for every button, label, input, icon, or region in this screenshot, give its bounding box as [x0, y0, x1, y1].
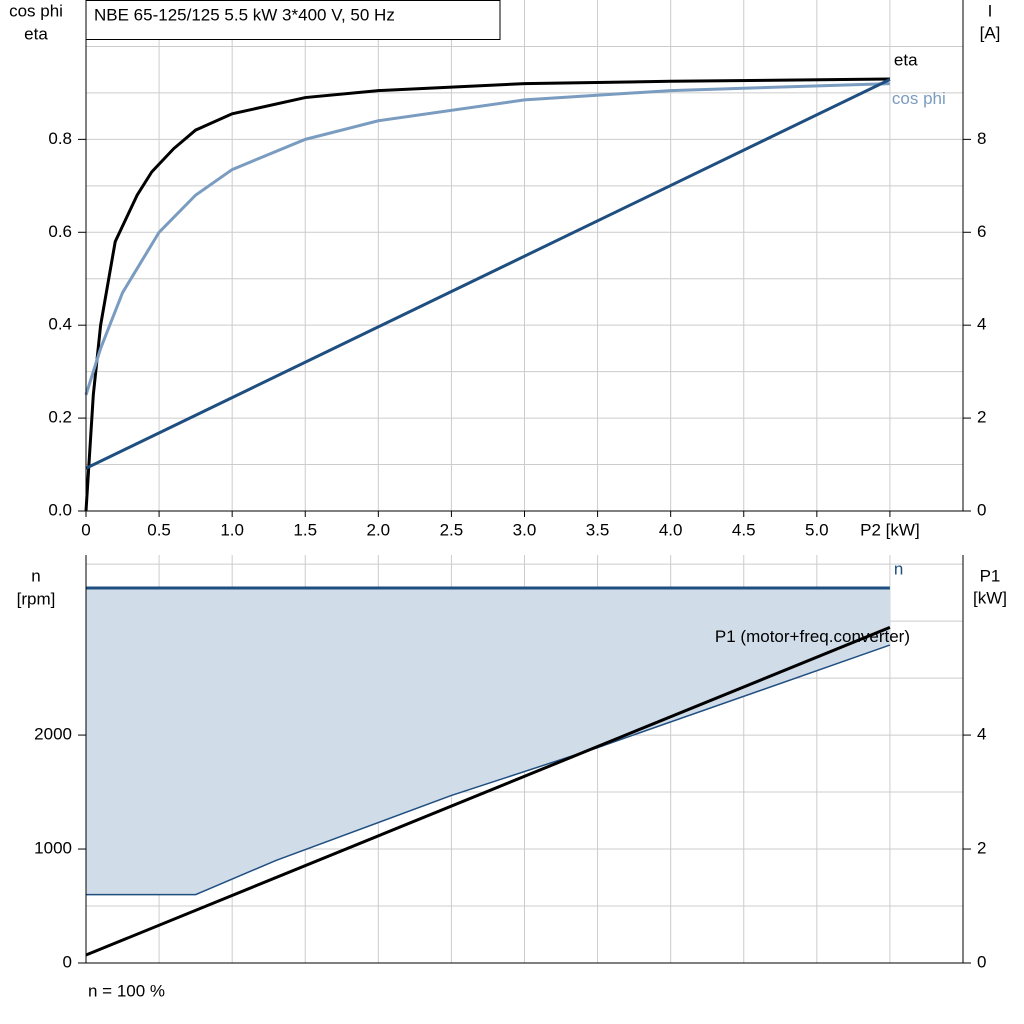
- x-tick-label: 3.0: [513, 520, 537, 539]
- y2-tick-label: 2: [977, 408, 986, 427]
- fill-area: [86, 588, 890, 895]
- y-axis-label: cos phi: [9, 1, 63, 20]
- line: [84, 82, 890, 396]
- y-tick-label: 0.6: [48, 222, 72, 241]
- title-box: [85, 0, 501, 40]
- y-tick-label: 0.2: [48, 408, 72, 427]
- series-label: n: [894, 560, 903, 579]
- series-label: P1 (motor+freq.converter): [715, 627, 910, 646]
- line: [85, 78, 891, 470]
- series-label: eta: [894, 50, 918, 69]
- y-axis-label: n: [31, 566, 40, 585]
- y-tick-label: 1000: [34, 839, 72, 858]
- y2-tick-label: 0: [977, 952, 986, 971]
- y2-tick-label: 8: [977, 129, 986, 148]
- line: [85, 625, 891, 957]
- y-tick-label: 0.8: [48, 129, 72, 148]
- y-axis-label: [rpm]: [17, 589, 56, 608]
- y2-axis-label: P1: [980, 566, 1001, 585]
- chart-title: NBE 65-125/125 5.5 kW 3*400 V, 50 Hz: [94, 5, 395, 24]
- y2-tick-label: 0: [977, 500, 986, 519]
- note: n = 100 %: [88, 981, 165, 1000]
- x-tick-label: 4.5: [732, 520, 756, 539]
- x-tick-label: P2 [kW]: [860, 520, 920, 539]
- x-tick-label: 2.5: [440, 520, 464, 539]
- x-tick-label: 3.5: [586, 520, 610, 539]
- y2-axis-label: [kW]: [973, 588, 1007, 607]
- x-tick-label: 4.0: [659, 520, 683, 539]
- y2-tick-label: 2: [977, 839, 986, 858]
- y2-tick-label: 4: [977, 725, 986, 744]
- y-tick-label: 2000: [34, 725, 72, 744]
- x-tick-label: 1.0: [220, 520, 244, 539]
- y2-tick-label: 6: [977, 222, 986, 241]
- y-axis-label: eta: [24, 24, 48, 43]
- y2-axis-label: [A]: [980, 23, 1001, 42]
- y2-tick-label: 4: [977, 315, 986, 334]
- x-tick-label: 5.0: [805, 520, 829, 539]
- x-tick-label: 0.5: [147, 520, 171, 539]
- y2-axis-label: I: [988, 1, 993, 20]
- y-tick-label: 0.4: [48, 315, 72, 334]
- x-tick-label: 1.5: [293, 520, 317, 539]
- line: [84, 77, 890, 512]
- y-tick-label: 0: [63, 952, 72, 971]
- fill-lower-line: [86, 644, 891, 896]
- y-tick-label: 0.0: [48, 500, 72, 519]
- x-tick-label: 2.0: [367, 520, 391, 539]
- series-label: cos phi: [892, 89, 946, 108]
- x-tick-label: 0: [81, 520, 90, 539]
